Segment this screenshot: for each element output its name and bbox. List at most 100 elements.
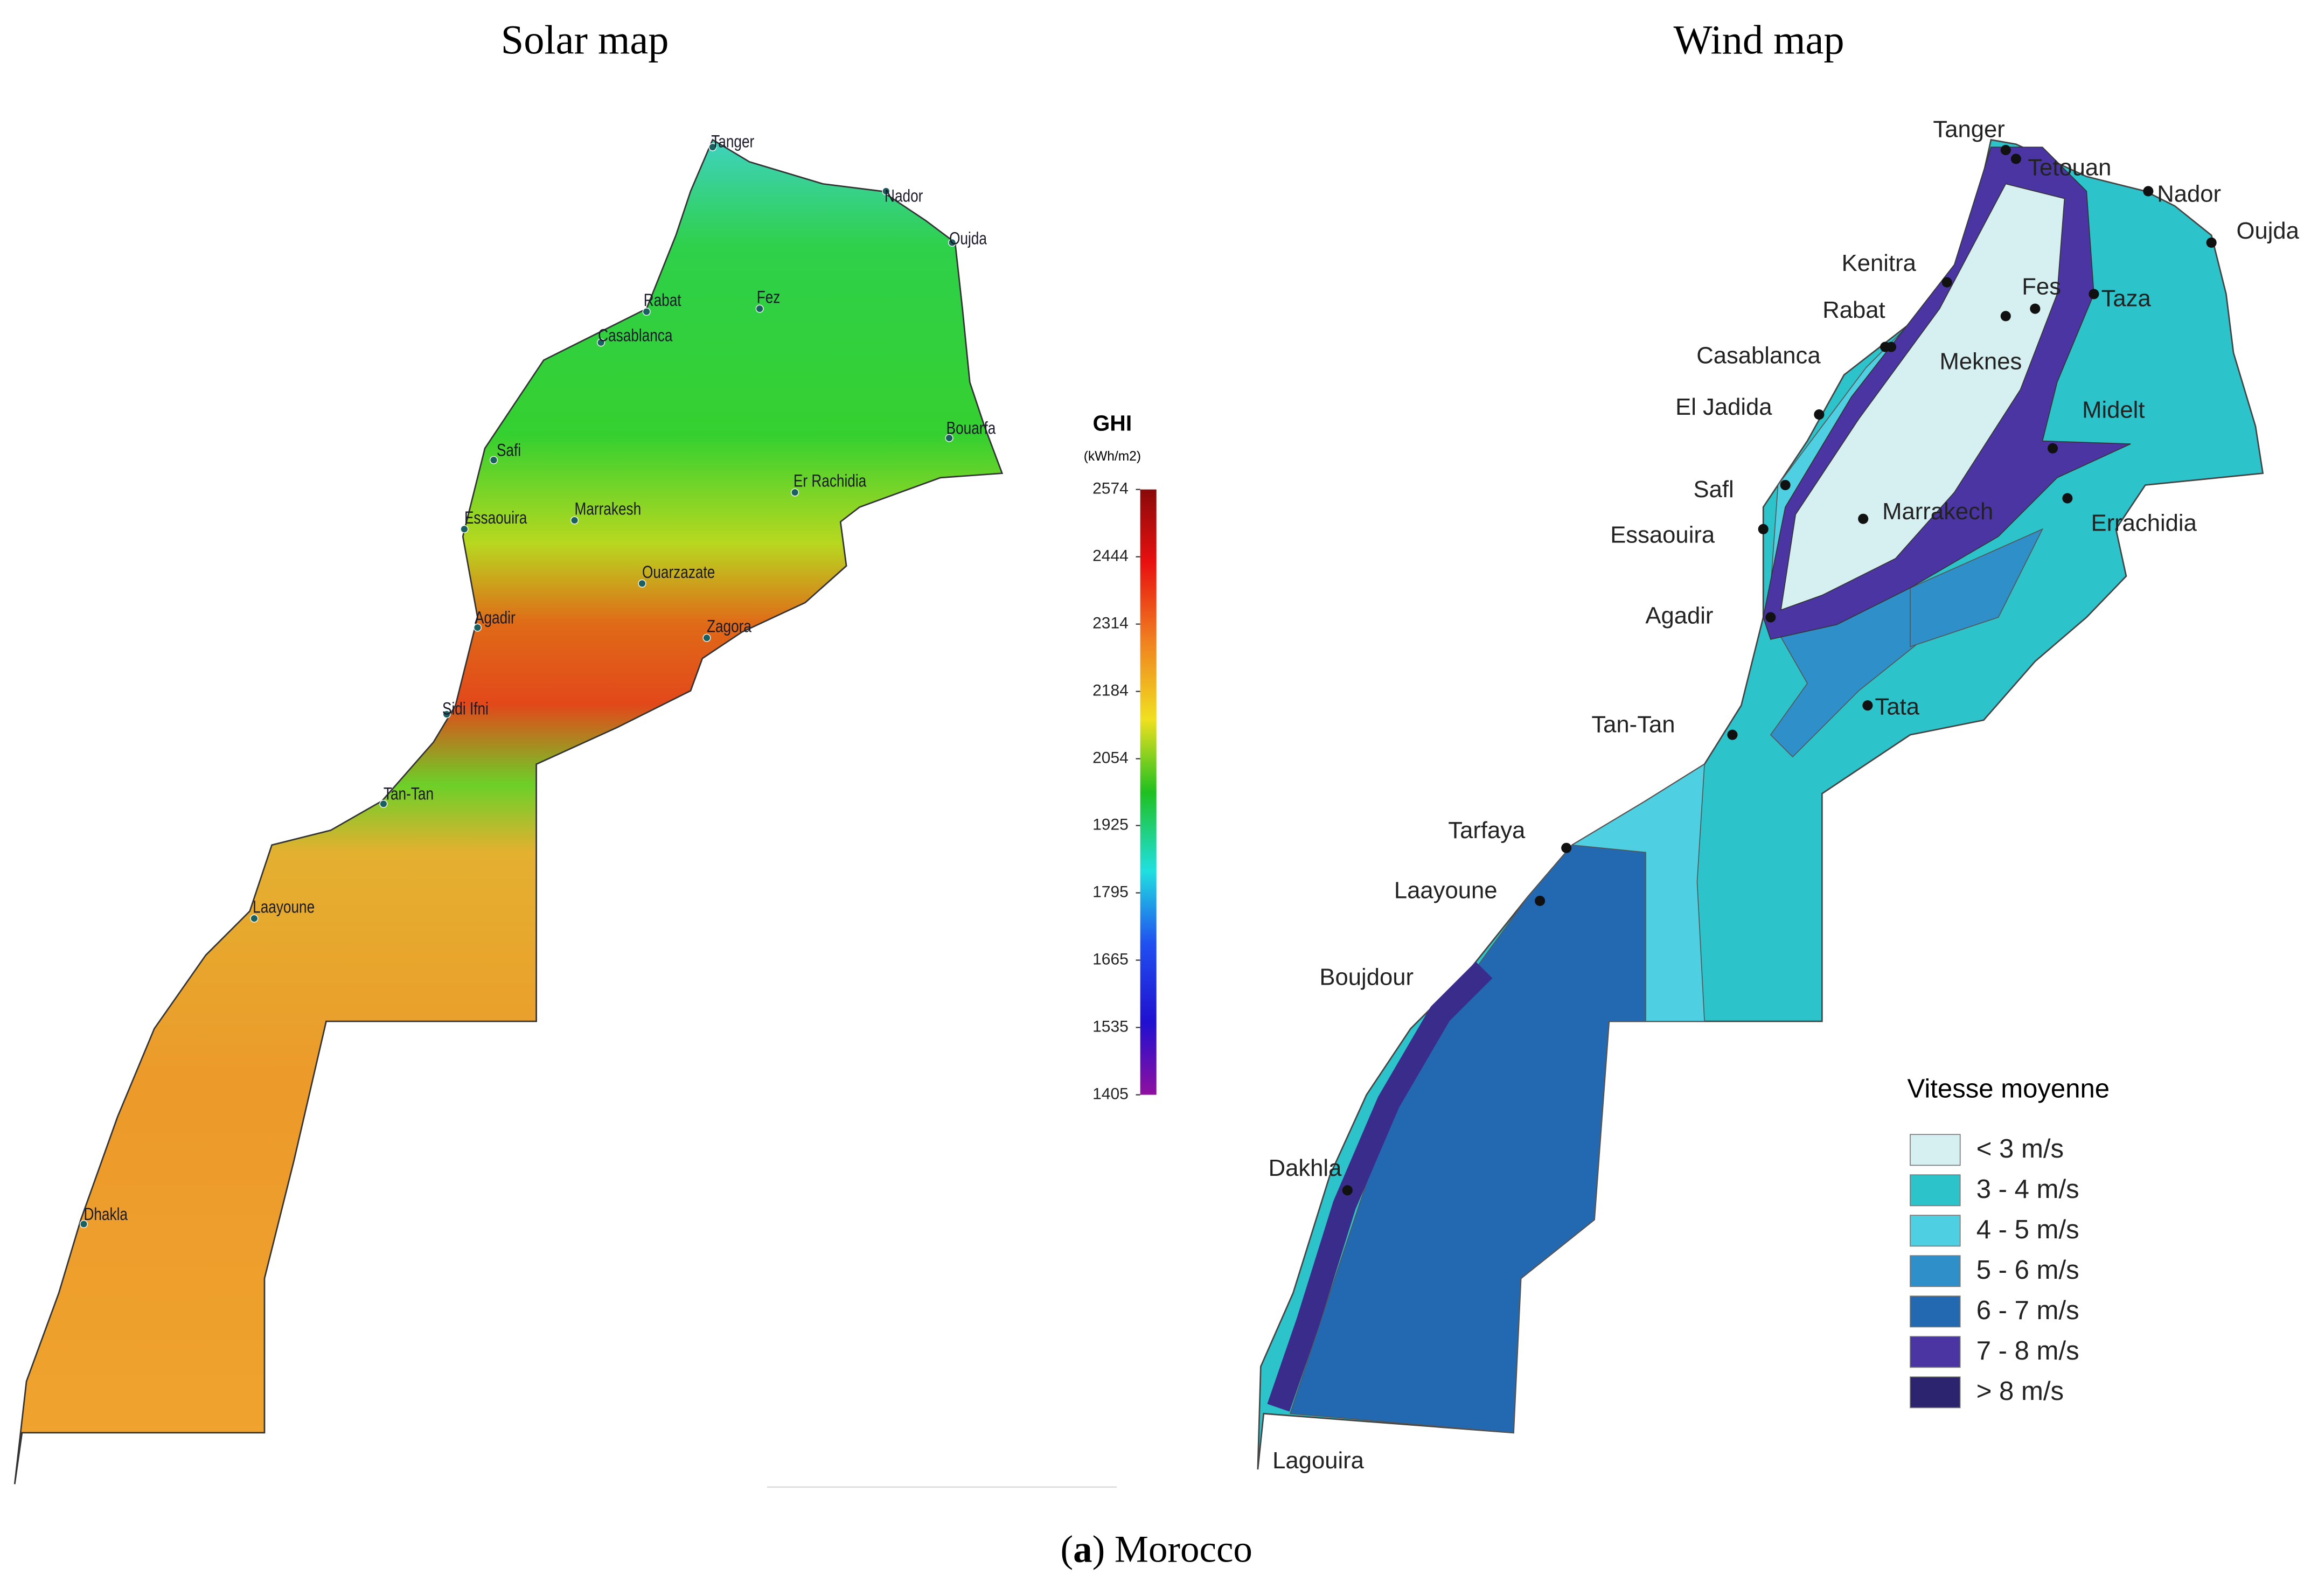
legend-swatch xyxy=(1910,1255,1961,1287)
city-label: Tan-Tan xyxy=(1591,711,1675,737)
city-label: Tan-Tan xyxy=(384,784,434,804)
city-dot xyxy=(2062,493,2073,504)
city-label: Bouarfa xyxy=(946,419,996,438)
colorbar-tick-label: 1795 xyxy=(1092,883,1129,901)
city-dot xyxy=(379,799,388,808)
legend-label: 3 - 4 m/s xyxy=(1976,1175,2079,1204)
city-label: Ouarzazate xyxy=(642,562,715,582)
city-label: Sidi Ifni xyxy=(442,699,489,719)
caption-open: ( xyxy=(1060,1529,1073,1571)
city-label: Laayoune xyxy=(1394,877,1498,904)
city-label: Midelt xyxy=(2082,397,2145,423)
city-dot xyxy=(1941,277,1952,288)
city-label: Agadir xyxy=(475,608,516,628)
colorbar-tick-label: 2444 xyxy=(1092,547,1129,565)
city-dot xyxy=(79,1220,88,1229)
colorbar-unit: (kWh/m2) xyxy=(1084,449,1141,464)
solar-map-shape xyxy=(13,138,1004,1485)
legend-label: > 8 m/s xyxy=(1976,1377,2064,1406)
city-label: Marrakesh xyxy=(575,499,642,519)
city-dot xyxy=(2089,289,2099,299)
city-dot xyxy=(460,525,469,533)
city-label: Meknes xyxy=(1940,349,2022,375)
city-label: Marrakech xyxy=(1882,498,1993,525)
city-dot xyxy=(945,434,953,442)
city-label: Oujda xyxy=(2237,218,2300,244)
city-dot xyxy=(1758,524,1769,534)
colorbar-tick-label: 2184 xyxy=(1092,682,1129,700)
wind-map xyxy=(1257,138,2264,1470)
city-dot xyxy=(791,488,799,497)
legend-swatch xyxy=(1910,1376,1961,1409)
legend-label: 4 - 5 m/s xyxy=(1976,1215,2079,1244)
colorbar-tick-label: 2314 xyxy=(1092,615,1129,632)
city-label: Dakhla xyxy=(1269,1155,1342,1181)
caption: (a) Morocco xyxy=(1060,1529,1252,1571)
city-dot xyxy=(1880,341,1891,352)
solar-cities: Tanger Nador Oujda Rabat Fez Casablanca Bouarf… xyxy=(79,132,996,1229)
colorbar-tick-label: 1665 xyxy=(1092,950,1129,968)
caption-text: ) Morocco xyxy=(1092,1529,1252,1571)
city-label: Fes xyxy=(2022,274,2061,300)
city-dot xyxy=(2206,237,2217,248)
city-label: Agadir xyxy=(1645,603,1713,629)
city-dot xyxy=(1342,1185,1353,1196)
city-label: Tetouan xyxy=(2028,155,2111,181)
city-label: Dhakla xyxy=(83,1204,128,1224)
wind-zone xyxy=(1910,528,2044,647)
city-label: Fez xyxy=(757,288,781,307)
city-dot xyxy=(2010,154,2021,164)
colorbar-ticks: 2574 2444 2314 2184 2054 1925 1795 1665 1535 1405 xyxy=(1092,480,1140,1103)
city-label: Nador xyxy=(2157,181,2221,207)
city-label: Lagouira xyxy=(1272,1447,1365,1474)
city-dot xyxy=(442,710,451,719)
city-label: Laayoune xyxy=(253,897,315,917)
city-label: Tata xyxy=(1875,694,1920,720)
city-label: Er Rachidia xyxy=(793,471,867,491)
wind-zone xyxy=(1780,183,2065,611)
city-dot xyxy=(1858,513,1869,524)
legend-swatch xyxy=(1910,1336,1961,1368)
city-label: Rabat xyxy=(1822,297,1885,323)
city-dot xyxy=(755,304,764,313)
city-dot xyxy=(250,914,259,923)
city-label: Essaouira xyxy=(1610,522,1715,548)
city-dot xyxy=(882,187,890,196)
city-dot xyxy=(1535,895,1546,906)
wind-zone xyxy=(1267,961,1493,1412)
colorbar-title: GHI xyxy=(1092,410,1132,435)
city-label: Safl xyxy=(1693,476,1734,503)
city-dot xyxy=(2030,303,2041,314)
city-dot xyxy=(708,143,717,151)
colorbar-tick-label: 2054 xyxy=(1092,749,1129,767)
wind-legend: Vitesse moyenne < 3 m/s 3 - 4 m/s 4 - 5 m/… xyxy=(1908,1074,2110,1409)
city-dot xyxy=(642,308,651,316)
city-label: Nador xyxy=(885,186,923,206)
caption-label: a xyxy=(1073,1529,1092,1571)
city-label: El Jadida xyxy=(1675,394,1772,420)
city-dot xyxy=(473,623,482,632)
wind-cities: Tanger Tetouan Nador Oujda Kenitra Fes Taza Rab… xyxy=(1269,116,2300,1474)
city-dot xyxy=(2143,186,2154,197)
legend-label: 5 - 6 m/s xyxy=(1976,1256,2079,1285)
city-dot xyxy=(2000,311,2011,322)
city-dot xyxy=(2000,145,2011,156)
city-label: Tanger xyxy=(711,132,754,151)
city-dot xyxy=(570,516,579,525)
colorbar-tick-label: 1535 xyxy=(1092,1017,1129,1035)
city-label: Errachidia xyxy=(2091,510,2197,536)
city-dot xyxy=(702,633,711,642)
city-dot xyxy=(1765,612,1776,623)
legend-label: 7 - 8 m/s xyxy=(1976,1336,2079,1365)
city-label: Boujdour xyxy=(1319,964,1414,991)
colorbar-tick-label: 2574 xyxy=(1092,480,1129,498)
legend-swatch xyxy=(1910,1174,1961,1207)
city-dot xyxy=(2048,443,2058,454)
city-label: Taza xyxy=(2101,285,2152,311)
city-label: Rabat xyxy=(644,290,682,310)
city-label: Kenitra xyxy=(1842,250,1917,276)
colorbar-tick-label: 1405 xyxy=(1092,1085,1129,1103)
wind-zone xyxy=(1289,844,1646,1433)
wind-title: Wind map xyxy=(1673,17,1844,63)
